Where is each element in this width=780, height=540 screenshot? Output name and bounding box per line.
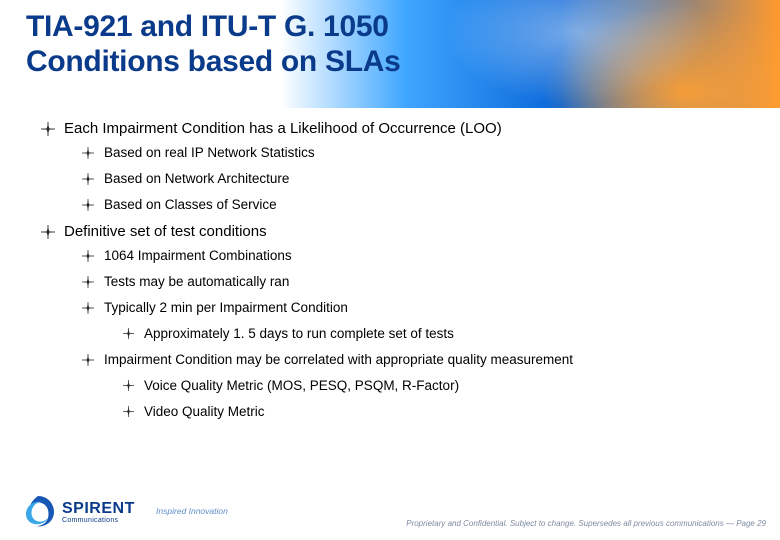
bullet-level2: Based on Classes of Service (80, 197, 750, 212)
compass-bullet-icon (120, 405, 136, 419)
bullet-row: Each Impairment Condition has a Likeliho… (40, 120, 750, 137)
bullet-text: Definitive set of test conditions (64, 223, 267, 240)
bullet-level2: Based on Network Architecture (80, 171, 750, 186)
bullet-text: Approximately 1. 5 days to run complete … (144, 326, 454, 341)
compass-bullet-icon (80, 172, 96, 186)
bullet-text: Video Quality Metric (144, 404, 265, 419)
compass-bullet-icon (80, 146, 96, 160)
title-line-2: Conditions based on SLAs (26, 45, 400, 80)
bullet-level2: Based on real IP Network Statistics (80, 145, 750, 160)
bullet-text: Tests may be automatically ran (104, 274, 289, 289)
bullet-level1: Each Impairment Condition has a Likeliho… (40, 120, 750, 212)
title-line-1: TIA-921 and ITU-T G. 1050 (26, 10, 389, 43)
slide-footer: SPIRENT Communications Inspired Innovati… (0, 484, 780, 540)
bullet-level3: Video Quality Metric (120, 404, 750, 419)
bullet-text: Impairment Condition may be correlated w… (104, 352, 573, 367)
bullet-level2: Tests may be automatically ran (80, 274, 750, 289)
footer-note: Proprietary and Confidential. Subject to… (406, 519, 766, 528)
bullet-level2: 1064 Impairment Combinations (80, 248, 750, 263)
footer-tagline: Inspired Innovation (156, 506, 228, 516)
bullet-text: Each Impairment Condition has a Likeliho… (64, 120, 502, 137)
compass-bullet-icon (120, 379, 136, 393)
compass-bullet-icon (80, 275, 96, 289)
bullet-text: Based on real IP Network Statistics (104, 145, 315, 160)
bullet-level3: Voice Quality Metric (MOS, PESQ, PSQM, R… (120, 378, 750, 393)
bullet-level3: Approximately 1. 5 days to run complete … (120, 326, 750, 341)
bullet-text: Voice Quality Metric (MOS, PESQ, PSQM, R… (144, 378, 459, 393)
bullet-text: Based on Classes of Service (104, 197, 277, 212)
logo-swirl-icon (18, 492, 58, 532)
slide-title: TIA-921 and ITU-T G. 1050 Conditions bas… (26, 10, 400, 79)
bullet-row: Definitive set of test conditions (40, 223, 750, 240)
logo-text: SPIRENT Communications (62, 501, 135, 524)
bullet-level2: Impairment Condition may be correlated w… (80, 352, 750, 367)
logo-subtext: Communications (62, 517, 135, 524)
compass-bullet-icon (40, 122, 56, 136)
compass-bullet-icon (120, 327, 136, 341)
logo-brand: SPIRENT (62, 501, 135, 517)
bullet-text: Typically 2 min per Impairment Condition (104, 300, 348, 315)
bullet-text: Based on Network Architecture (104, 171, 289, 186)
compass-bullet-icon (80, 353, 96, 367)
bullet-level2: Typically 2 min per Impairment Condition (80, 300, 750, 315)
compass-bullet-icon (80, 249, 96, 263)
spirent-logo: SPIRENT Communications (18, 492, 135, 532)
slide-content: Each Impairment Condition has a Likeliho… (40, 120, 750, 430)
bullet-text: 1064 Impairment Combinations (104, 248, 292, 263)
compass-bullet-icon (80, 301, 96, 315)
bullet-level1: Definitive set of test conditions 1064 I… (40, 223, 750, 419)
compass-bullet-icon (80, 198, 96, 212)
compass-bullet-icon (40, 225, 56, 239)
